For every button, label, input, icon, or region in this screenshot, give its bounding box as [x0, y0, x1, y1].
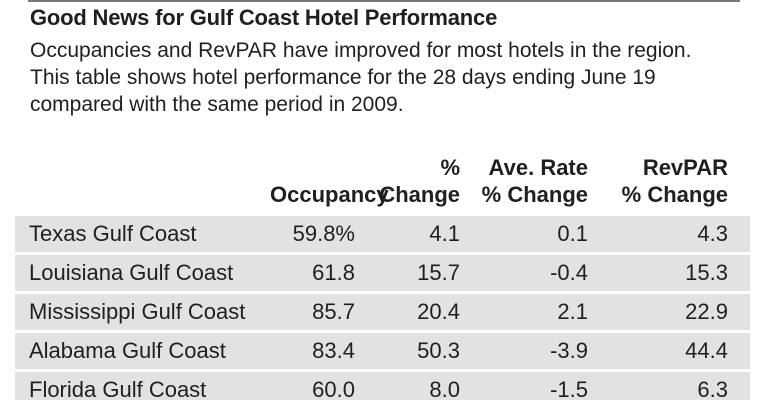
rate-change-cell: 0.1 — [468, 213, 608, 254]
region-cell: Louisiana Gulf Coast — [15, 252, 270, 293]
top-rule — [28, 0, 740, 2]
table-body: Texas Gulf Coast 59.8% 4.1 0.1 4.3 Louis… — [15, 213, 750, 400]
column-header-occupancy: Occupancy — [270, 154, 389, 215]
revpar-change-cell: 15.3 — [608, 252, 750, 293]
occupancy-cell: 85.7 — [270, 291, 355, 332]
region-cell: Texas Gulf Coast — [15, 213, 270, 254]
table-row: Louisiana Gulf Coast 61.8 15.7 -0.4 15.3 — [15, 252, 750, 293]
column-header-line: % — [440, 155, 460, 180]
revpar-change-cell: 6.3 — [608, 369, 750, 400]
hotel-performance-table: Occupancy % Change Ave. Rate % Change Re… — [15, 154, 750, 400]
occupancy-change-cell: 15.7 — [355, 252, 468, 293]
occupancy-cell: 60.0 — [270, 369, 355, 400]
column-header-line: RevPAR — [642, 155, 728, 180]
table-row: Texas Gulf Coast 59.8% 4.1 0.1 4.3 — [15, 213, 750, 254]
rate-change-cell: -1.5 — [468, 369, 608, 400]
page-title: Good News for Gulf Coast Hotel Performan… — [30, 5, 498, 30]
revpar-change-cell: 44.4 — [608, 330, 750, 371]
column-header-line: % Change — [621, 182, 728, 207]
column-header-revpar-change: RevPAR % Change — [608, 154, 750, 215]
occupancy-cell: 61.8 — [270, 252, 355, 293]
region-cell: Alabama Gulf Coast — [15, 330, 270, 371]
rate-change-cell: 2.1 — [468, 291, 608, 332]
table-row: Florida Gulf Coast 60.0 8.0 -1.5 6.3 — [15, 369, 750, 400]
occupancy-cell: 83.4 — [270, 330, 355, 371]
revpar-change-cell: 22.9 — [608, 291, 750, 332]
region-cell: Florida Gulf Coast — [15, 369, 270, 400]
region-cell: Mississippi Gulf Coast — [15, 291, 270, 332]
rate-change-cell: -0.4 — [468, 252, 608, 293]
column-header-region — [15, 154, 270, 215]
rate-change-cell: -3.9 — [468, 330, 608, 371]
column-header-occupancy-change: % Change — [355, 154, 468, 215]
column-header-line: % Change — [481, 182, 588, 207]
column-header-line: Occupancy — [270, 182, 389, 207]
column-header-line: Change — [379, 182, 460, 207]
occupancy-change-cell: 20.4 — [355, 291, 468, 332]
occupancy-cell: 59.8% — [270, 213, 355, 254]
column-header-line: Ave. Rate — [488, 155, 588, 180]
table-header: Occupancy % Change Ave. Rate % Change Re… — [15, 154, 750, 215]
occupancy-change-cell: 50.3 — [355, 330, 468, 371]
column-header-rate-change: Ave. Rate % Change — [468, 154, 608, 215]
revpar-change-cell: 4.3 — [608, 213, 750, 254]
page-subtitle: Occupancies and RevPAR have improved for… — [30, 39, 692, 116]
occupancy-change-cell: 8.0 — [355, 369, 468, 400]
table-row: Alabama Gulf Coast 83.4 50.3 -3.9 44.4 — [15, 330, 750, 371]
table-row: Mississippi Gulf Coast 85.7 20.4 2.1 22.… — [15, 291, 750, 332]
occupancy-change-cell: 4.1 — [355, 213, 468, 254]
